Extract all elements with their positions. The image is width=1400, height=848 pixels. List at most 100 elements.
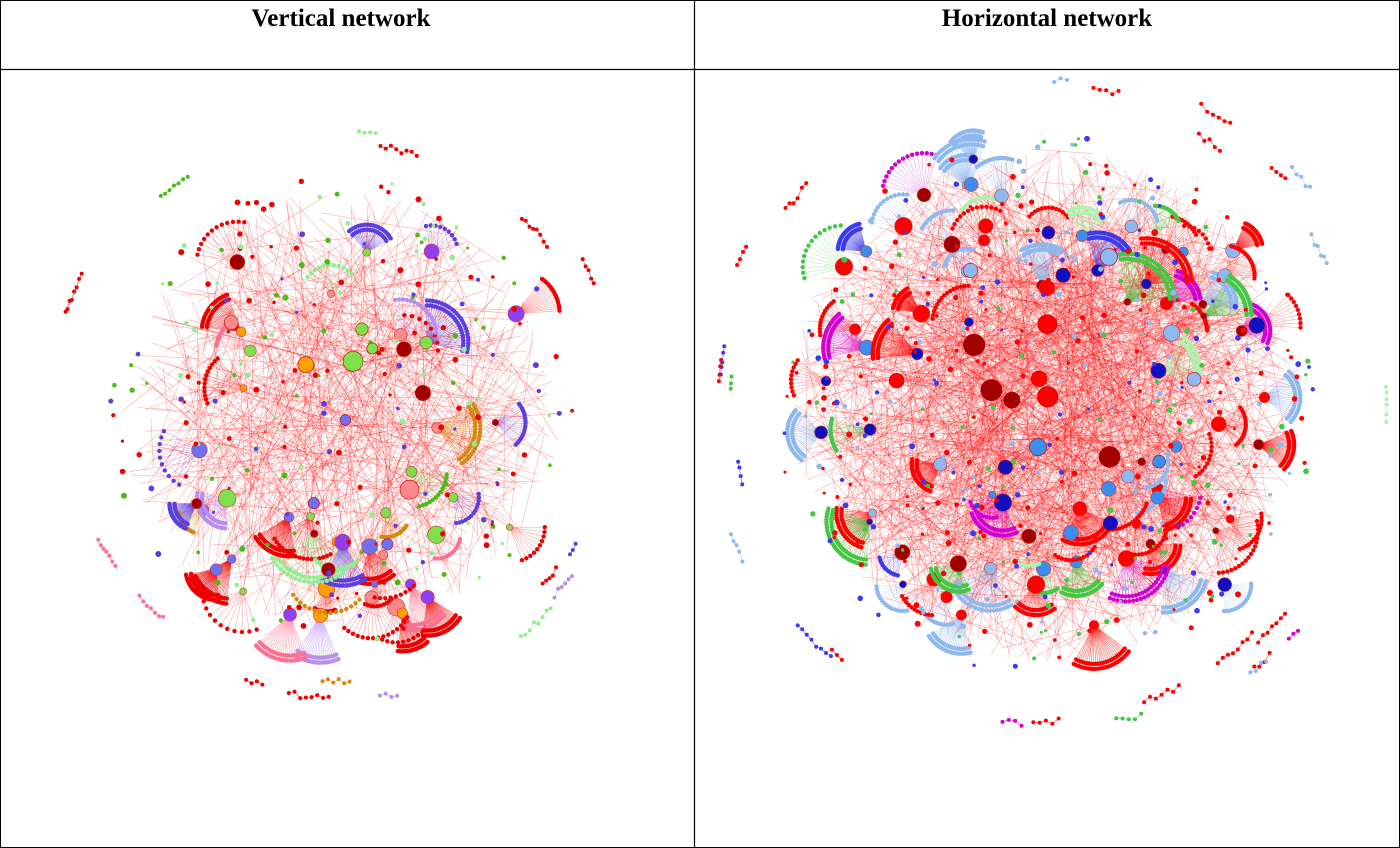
- node: [202, 381, 207, 386]
- edge: [339, 280, 440, 294]
- fan-edge: [310, 516, 324, 558]
- node: [399, 151, 404, 156]
- node: [357, 613, 362, 618]
- fan-edge: [212, 558, 232, 595]
- edge: [232, 261, 324, 551]
- edge: [182, 241, 467, 372]
- edge: [338, 217, 453, 514]
- node: [474, 318, 478, 322]
- node: [278, 566, 283, 571]
- node: [534, 286, 540, 292]
- edge: [162, 318, 345, 366]
- edge: [300, 313, 454, 498]
- fan-edge: [289, 614, 298, 656]
- edge: [272, 511, 288, 544]
- node: [107, 553, 112, 558]
- node: [527, 628, 532, 633]
- node: [388, 393, 392, 397]
- node: [435, 340, 440, 345]
- node: [547, 413, 552, 418]
- hub-node: [355, 322, 369, 336]
- node: [167, 281, 173, 287]
- node: [98, 543, 103, 548]
- edge: [147, 439, 182, 485]
- fan-edge: [289, 614, 293, 656]
- edge: [431, 267, 443, 284]
- node: [573, 541, 578, 546]
- fan-edge: [410, 583, 432, 620]
- edge: [140, 383, 311, 461]
- node: [537, 543, 543, 548]
- fan-edge: [298, 615, 321, 658]
- node: [269, 245, 273, 249]
- edge: [207, 222, 250, 565]
- edge: [140, 377, 398, 592]
- edge: [229, 283, 451, 339]
- node: [334, 501, 340, 507]
- node: [219, 247, 224, 253]
- edge: [162, 367, 168, 411]
- edge: [178, 439, 510, 472]
- edge: [352, 500, 367, 567]
- node: [521, 452, 528, 458]
- node: [411, 635, 416, 641]
- edge: [363, 342, 427, 377]
- node: [297, 578, 303, 583]
- node: [237, 231, 243, 237]
- edge: [419, 332, 504, 555]
- node: [405, 628, 411, 633]
- node: [167, 501, 172, 506]
- edge: [216, 389, 539, 476]
- node: [296, 604, 302, 611]
- node: [324, 578, 329, 583]
- node: [283, 424, 288, 429]
- edge: [428, 284, 511, 485]
- node: [242, 220, 247, 225]
- node: [355, 633, 360, 639]
- edge: [211, 405, 467, 533]
- node: [65, 307, 70, 312]
- node: [513, 442, 518, 447]
- node: [273, 415, 277, 419]
- fan-edge: [274, 516, 311, 540]
- node: [315, 580, 320, 585]
- edge: [474, 388, 515, 474]
- node: [452, 356, 459, 363]
- edge: [389, 309, 469, 419]
- node: [396, 297, 402, 302]
- edge: [469, 395, 546, 407]
- node: [481, 516, 487, 523]
- edge: [257, 262, 488, 530]
- node: [234, 199, 241, 206]
- node: [196, 380, 201, 385]
- edge: [501, 340, 534, 423]
- edge: [154, 360, 453, 445]
- edge: [255, 217, 276, 617]
- hub-node: [239, 384, 248, 392]
- node: [378, 693, 382, 698]
- node: [353, 601, 358, 606]
- node: [315, 575, 320, 580]
- node: [286, 691, 291, 695]
- node: [166, 473, 171, 479]
- node: [298, 464, 304, 470]
- node: [312, 303, 316, 307]
- fan-edge: [410, 583, 427, 628]
- edge: [293, 468, 512, 528]
- node: [419, 240, 424, 245]
- node: [348, 604, 354, 609]
- fan-edge: [410, 583, 427, 623]
- edge: [146, 254, 471, 504]
- node: [360, 635, 365, 640]
- fan-edge: [261, 614, 291, 652]
- edge: [329, 327, 418, 449]
- node: [342, 681, 347, 686]
- node: [292, 689, 297, 694]
- edge: [270, 401, 288, 599]
- edge: [184, 372, 328, 420]
- node: [431, 224, 436, 228]
- edge: [298, 231, 327, 606]
- node: [388, 143, 393, 148]
- edge: [446, 456, 495, 524]
- node: [510, 471, 516, 477]
